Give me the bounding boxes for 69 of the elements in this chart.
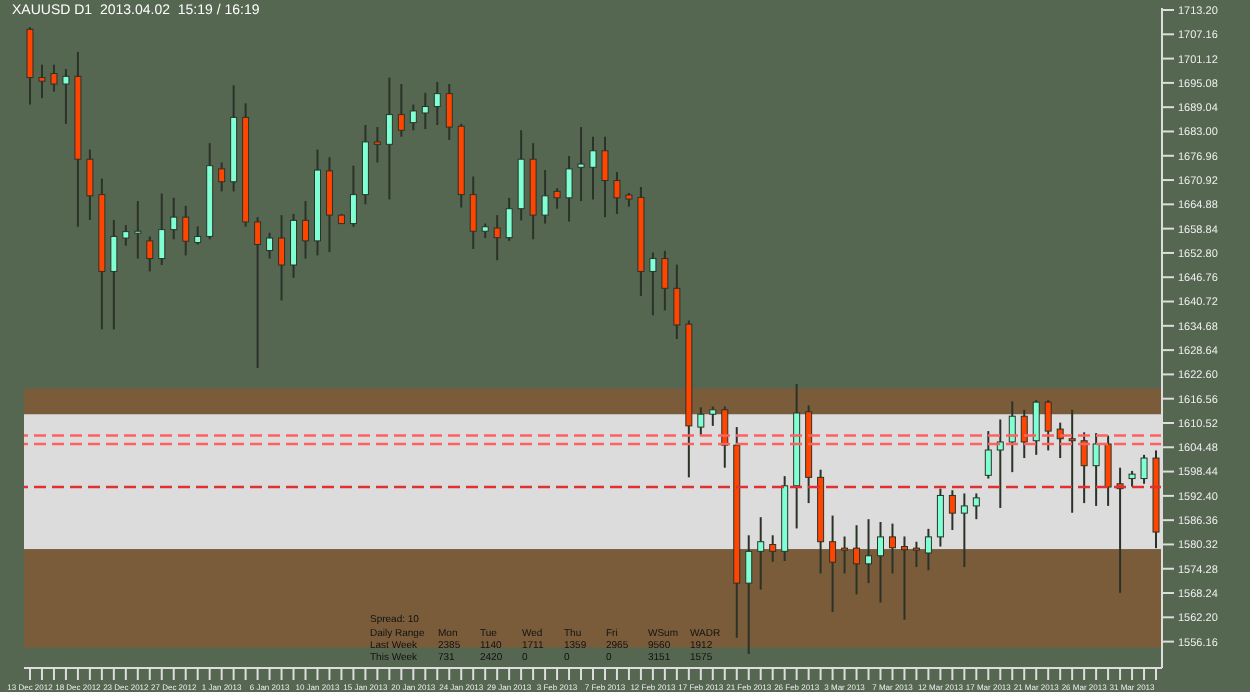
candlestick xyxy=(601,135,609,219)
candlestick xyxy=(661,249,669,312)
candlestick xyxy=(505,196,513,242)
candlestick xyxy=(565,155,573,223)
candlestick xyxy=(984,430,992,480)
candlestick xyxy=(757,516,765,591)
candlestick xyxy=(254,216,262,369)
candlestick xyxy=(38,63,46,100)
candlestick xyxy=(266,231,274,260)
candlestick xyxy=(541,169,549,225)
candlestick xyxy=(158,192,166,266)
candlestick xyxy=(960,492,968,569)
candlestick xyxy=(948,489,956,532)
candlestick xyxy=(50,63,58,93)
candlestick xyxy=(1080,431,1088,505)
candlestick xyxy=(421,91,429,131)
candlestick xyxy=(888,522,896,575)
candlestick xyxy=(146,235,154,273)
candlestick xyxy=(349,164,357,228)
candlestick xyxy=(697,406,705,437)
candlestick xyxy=(996,418,1004,509)
candlestick xyxy=(1020,408,1028,460)
candlestick xyxy=(182,204,190,257)
candlestick xyxy=(745,534,753,655)
candlestick xyxy=(218,161,226,193)
candlestick xyxy=(709,405,717,427)
candlestick xyxy=(865,518,873,585)
candlestick xyxy=(433,81,441,127)
candlestick xyxy=(841,535,849,575)
candlestick xyxy=(409,103,417,132)
candlestick xyxy=(613,171,621,215)
candlestick xyxy=(577,126,585,203)
candlestick xyxy=(769,534,777,563)
candlestick xyxy=(493,214,501,262)
candlestick xyxy=(1068,408,1076,514)
candlestick xyxy=(325,156,333,254)
candlestick xyxy=(1092,432,1100,507)
candlestick xyxy=(936,487,944,548)
candlestick xyxy=(877,521,885,604)
candlestick xyxy=(589,135,597,201)
candlestick xyxy=(194,225,202,246)
candlestick xyxy=(110,218,118,331)
candlestick xyxy=(1044,399,1052,452)
candlestick xyxy=(62,68,70,125)
candlestick xyxy=(1104,434,1112,507)
candlestick xyxy=(385,76,393,201)
candlestick xyxy=(445,83,453,141)
candlestick xyxy=(170,196,178,241)
candlestick xyxy=(912,540,920,569)
candlestick xyxy=(122,224,130,247)
candlestick xyxy=(278,214,286,302)
candlestick xyxy=(853,524,861,596)
candlestick xyxy=(86,148,94,221)
candlestick xyxy=(397,83,405,138)
candlestick xyxy=(290,212,298,279)
candlestick xyxy=(649,251,657,317)
candlestick xyxy=(972,492,980,521)
candlestick xyxy=(1032,399,1040,456)
candlestick xyxy=(829,514,837,614)
candlestick xyxy=(134,200,142,260)
candlestick xyxy=(1008,400,1016,474)
candlestick xyxy=(924,527,932,572)
candlestick xyxy=(900,535,908,621)
candlestick xyxy=(553,187,561,210)
candlestick xyxy=(302,200,310,260)
candlestick xyxy=(673,263,681,341)
candlestick xyxy=(373,126,381,164)
candlestick xyxy=(469,175,477,250)
candlestick xyxy=(1140,453,1148,485)
